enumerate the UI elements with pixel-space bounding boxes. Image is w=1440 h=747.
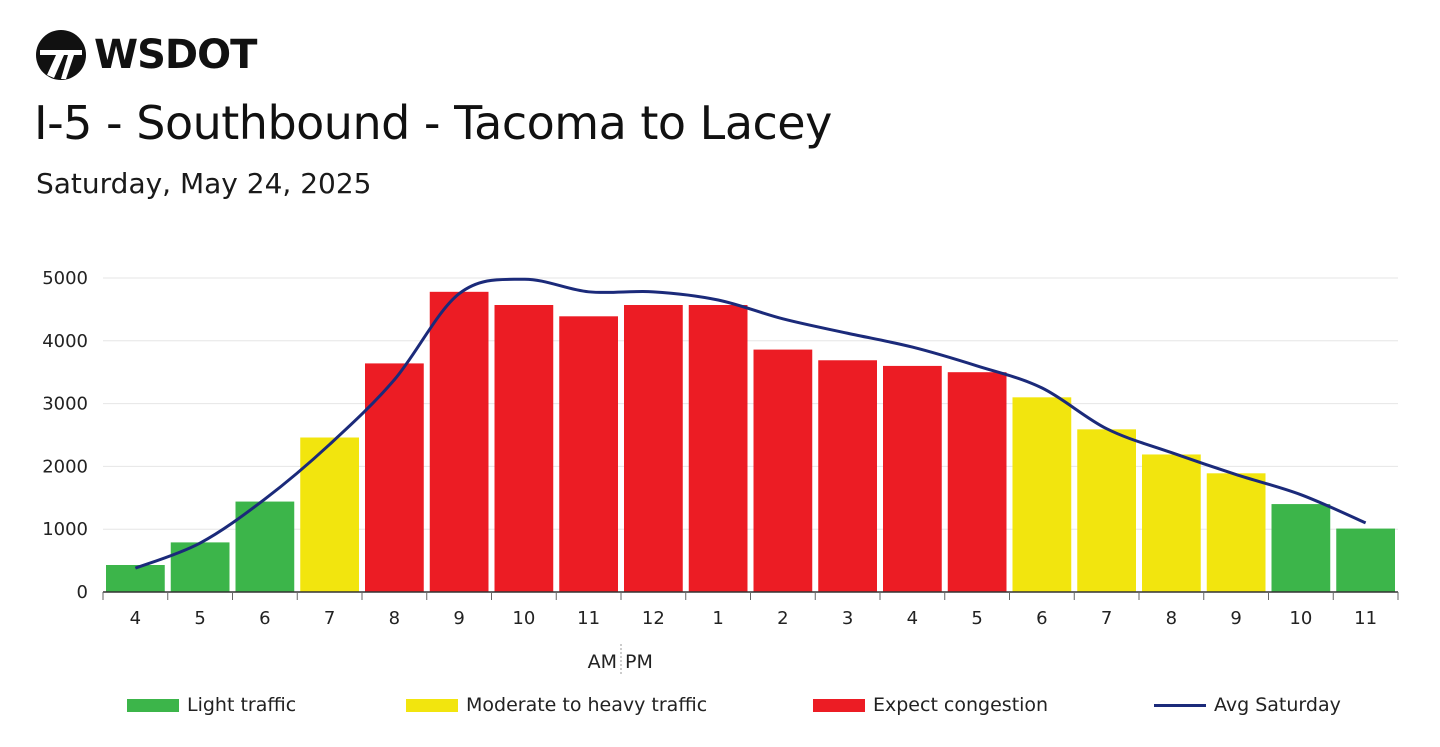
x-tick-label: 11 — [1354, 608, 1377, 629]
x-tick-label: 6 — [1036, 608, 1047, 629]
x-tick-label: 9 — [1230, 608, 1241, 629]
legend-item-moderate: Moderate to heavy traffic — [406, 690, 707, 720]
bar — [753, 349, 813, 592]
bar — [365, 363, 424, 592]
legend-item-light: Light traffic — [127, 690, 296, 720]
legend-item-congestion: Expect congestion — [813, 690, 1048, 720]
bar — [818, 360, 877, 592]
wsdot-emblem-icon — [36, 30, 86, 80]
y-tick-label: 3000 — [42, 394, 88, 415]
logo-text: WSDOT — [94, 32, 257, 78]
x-tick-label: 5 — [971, 608, 982, 629]
y-tick-label: 2000 — [42, 456, 88, 477]
x-tick-label: 10 — [512, 608, 535, 629]
bar — [1012, 397, 1072, 592]
wsdot-logo: WSDOT — [34, 28, 257, 82]
x-tick-label: 3 — [842, 608, 853, 629]
legend-item-avg: Avg Saturday — [1154, 690, 1341, 720]
legend-swatch-avg-line — [1154, 703, 1206, 707]
am-label: AM — [588, 651, 617, 673]
x-tick-label: 5 — [194, 608, 205, 629]
legend-swatch-light — [127, 698, 179, 712]
x-tick-label: 8 — [389, 608, 400, 629]
x-tick-label: 6 — [259, 608, 270, 629]
legend-swatch-congestion — [813, 698, 865, 712]
y-tick-label: 5000 — [42, 268, 88, 289]
legend-label-congestion: Expect congestion — [873, 694, 1049, 716]
bar — [1336, 528, 1395, 592]
y-tick-label: 1000 — [42, 519, 88, 540]
bar — [300, 437, 359, 592]
bar — [429, 291, 489, 592]
page-subtitle: Saturday, May 24, 2025 — [36, 167, 372, 200]
x-tick-label: 7 — [324, 608, 335, 629]
legend-label-light: Light traffic — [187, 694, 297, 716]
y-tick-label: 4000 — [42, 331, 88, 352]
pm-label: PM — [625, 651, 653, 673]
x-tick-label: 8 — [1166, 608, 1177, 629]
legend-label-avg: Avg Saturday — [1214, 694, 1341, 716]
bar — [559, 316, 618, 592]
x-tick-label: 4 — [130, 608, 141, 629]
x-tick-label: 12 — [642, 608, 665, 629]
legend-swatch-moderate — [406, 698, 458, 712]
bar — [106, 564, 165, 592]
bar — [1206, 473, 1266, 592]
bar — [1271, 504, 1331, 592]
bar — [883, 365, 942, 592]
bar — [1077, 429, 1136, 592]
bar — [624, 305, 683, 592]
bar — [170, 542, 230, 592]
avg-saturday-line — [134, 277, 1367, 570]
page-title: I-5 - Southbound - Tacoma to Lacey — [34, 96, 832, 150]
x-tick-label: 10 — [1289, 608, 1312, 629]
x-tick-label: 4 — [907, 608, 918, 629]
y-tick-label: 0 — [77, 582, 88, 603]
bar — [947, 372, 1007, 592]
bar — [688, 305, 748, 592]
bar — [1142, 454, 1201, 592]
chart-legend: Light traffic Moderate to heavy traffic … — [0, 690, 1440, 720]
x-tick-label: 2 — [777, 608, 788, 629]
x-tick-label: 11 — [577, 608, 600, 629]
bar — [494, 305, 554, 592]
x-tick-label: 9 — [453, 608, 464, 629]
legend-label-moderate: Moderate to heavy traffic — [466, 694, 708, 716]
bar — [235, 501, 295, 592]
x-tick-label: 7 — [1101, 608, 1112, 629]
x-tick-label: 1 — [712, 608, 723, 629]
